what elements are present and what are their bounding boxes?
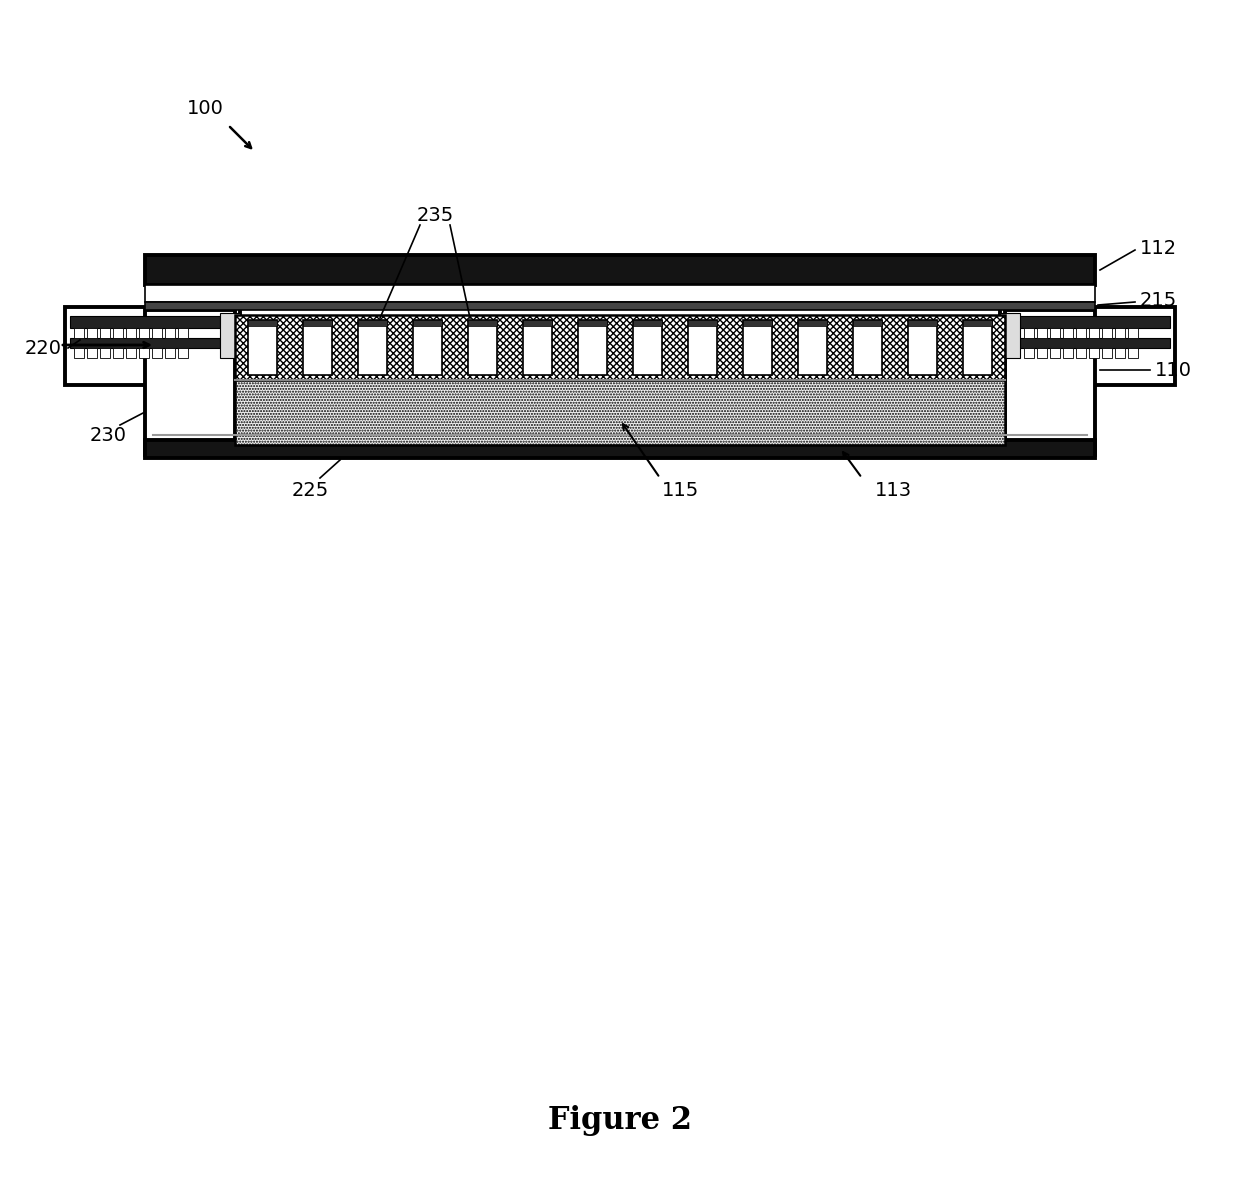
Bar — [1089, 328, 1099, 338]
Bar — [153, 328, 162, 338]
Bar — [963, 320, 992, 375]
Bar — [113, 348, 123, 358]
Bar — [126, 328, 136, 338]
Bar — [219, 313, 241, 358]
Text: 220: 220 — [25, 338, 62, 357]
Bar — [1024, 348, 1034, 358]
Bar — [1063, 348, 1073, 358]
Bar — [1021, 316, 1171, 328]
Bar — [74, 348, 84, 358]
Bar — [578, 320, 606, 326]
Bar — [908, 320, 936, 375]
Bar — [1128, 328, 1138, 338]
Bar — [139, 328, 149, 338]
Bar — [358, 320, 387, 326]
Bar — [304, 320, 332, 375]
Bar — [304, 320, 332, 326]
Bar — [100, 348, 110, 358]
Bar — [853, 320, 882, 375]
Bar — [145, 285, 1095, 302]
Bar — [100, 328, 110, 338]
Bar — [113, 328, 123, 338]
Bar — [145, 440, 1095, 458]
Bar — [1063, 328, 1073, 338]
Bar — [248, 320, 277, 375]
Text: 112: 112 — [1140, 238, 1177, 257]
Bar — [799, 320, 827, 326]
Bar — [743, 320, 771, 375]
Bar — [87, 328, 97, 338]
Bar — [1102, 348, 1112, 358]
Bar — [1089, 348, 1099, 358]
Bar — [634, 320, 662, 326]
Bar — [1076, 328, 1086, 338]
Bar — [688, 320, 717, 375]
Bar — [145, 302, 1095, 310]
Bar — [236, 380, 1004, 445]
Bar — [153, 348, 162, 358]
Bar — [64, 307, 241, 385]
Bar — [145, 310, 236, 455]
Bar — [69, 316, 219, 328]
Text: 115: 115 — [661, 480, 698, 499]
Bar — [358, 320, 387, 375]
Bar — [139, 348, 149, 358]
Bar — [999, 307, 1176, 385]
Bar — [999, 313, 1021, 358]
Bar — [1102, 328, 1112, 338]
Bar — [1021, 338, 1171, 348]
Bar — [523, 320, 552, 375]
Bar — [523, 320, 552, 326]
Bar — [1128, 348, 1138, 358]
Text: 230: 230 — [89, 426, 126, 444]
Bar — [1050, 348, 1060, 358]
Bar — [743, 320, 771, 326]
Bar — [688, 320, 717, 326]
Text: 110: 110 — [1154, 361, 1192, 379]
Bar — [908, 320, 936, 326]
Text: 215: 215 — [1140, 290, 1177, 309]
Bar — [236, 315, 1004, 380]
Bar — [1115, 348, 1125, 358]
Bar — [74, 328, 84, 338]
Bar — [126, 348, 136, 358]
Text: 225: 225 — [291, 480, 329, 499]
Bar — [853, 320, 882, 326]
Bar — [248, 320, 277, 326]
Bar — [1037, 348, 1047, 358]
Bar — [69, 338, 219, 348]
Bar — [578, 320, 606, 375]
Bar — [634, 320, 662, 375]
Bar — [179, 328, 188, 338]
Bar — [145, 255, 1095, 285]
Bar — [1115, 328, 1125, 338]
Bar — [799, 320, 827, 375]
Bar — [469, 320, 497, 375]
Text: 235: 235 — [417, 206, 454, 225]
Bar — [179, 348, 188, 358]
Bar — [165, 348, 175, 358]
Bar — [413, 320, 441, 326]
Bar — [1004, 310, 1095, 455]
Bar — [165, 328, 175, 338]
Bar — [469, 320, 497, 326]
Bar — [1050, 328, 1060, 338]
Text: 100: 100 — [186, 99, 223, 118]
Text: 113: 113 — [875, 480, 913, 499]
Bar — [1037, 328, 1047, 338]
Bar — [1024, 328, 1034, 338]
Bar — [413, 320, 441, 375]
Bar — [1076, 348, 1086, 358]
Bar — [963, 320, 992, 326]
Bar — [87, 348, 97, 358]
Text: Figure 2: Figure 2 — [548, 1104, 692, 1136]
